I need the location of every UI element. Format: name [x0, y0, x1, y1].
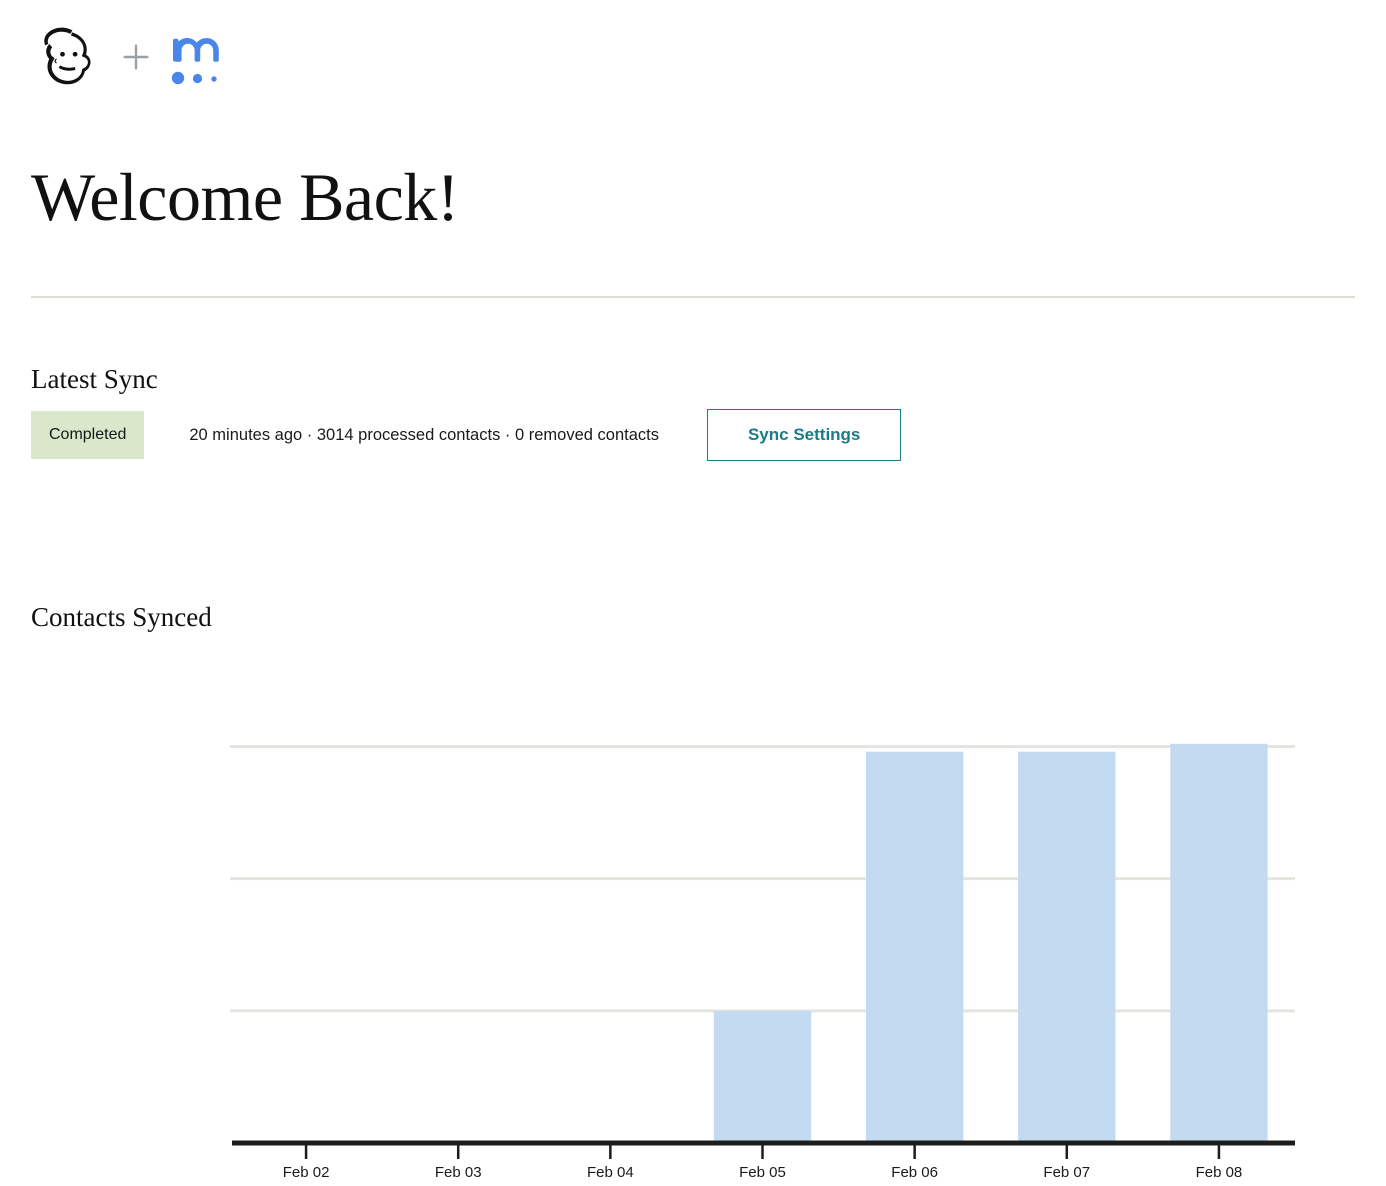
x-tick-label: Feb 08 [1196, 1164, 1243, 1181]
x-tick-label: Feb 02 [283, 1164, 330, 1181]
x-tick-label: Feb 07 [1043, 1164, 1090, 1181]
contacts-synced-chart: Feb 02 Feb 03 Feb 04 Feb 05 Feb 06 Feb 07 Feb … [0, 660, 1386, 1186]
x-tick-label: Feb 05 [739, 1164, 786, 1181]
chart-x-labels: Feb 02 Feb 03 Feb 04 Feb 05 Feb 06 Feb 07 Feb … [283, 1164, 1243, 1181]
sync-summary-text: 20 minutes ago · 3014 processed contacts… [189, 426, 659, 444]
chart-bar[interactable] [1018, 751, 1116, 1143]
chart-bar[interactable] [713, 1010, 812, 1143]
chart-svg: Feb 02 Feb 03 Feb 04 Feb 05 Feb 06 Feb 07 Feb … [230, 743, 1295, 1181]
plus-icon [123, 44, 149, 70]
chart-bar[interactable] [865, 751, 964, 1143]
status-badge: Completed [31, 411, 145, 459]
chart-x-ticks [304, 1145, 1221, 1159]
chart-bar[interactable] [1170, 743, 1268, 1143]
page-title: Welcome Back! [31, 159, 459, 235]
x-tick-label: Feb 04 [587, 1164, 634, 1181]
x-tick-label: Feb 06 [891, 1164, 938, 1181]
x-tick-label: Feb 03 [435, 1164, 482, 1181]
chart-gridlines [230, 744, 1295, 1013]
metabase-m-logo [171, 38, 219, 85]
header-divider [31, 296, 1355, 298]
chart-bars [713, 743, 1268, 1143]
chart-plot-area: Feb 02 Feb 03 Feb 04 Feb 05 Feb 06 Feb 07 Feb … [0, 660, 1386, 1186]
mailchimp-freddie-logo [44, 27, 91, 85]
sync-settings-button[interactable]: Sync Settings [706, 409, 902, 461]
contacts-synced-heading: Contacts Synced [31, 602, 212, 632]
latest-sync-row: Completed 20 minutes ago · 3014 processe… [31, 409, 902, 461]
brand-bar [31, 18, 231, 96]
latest-sync-heading: Latest Sync [31, 364, 158, 394]
